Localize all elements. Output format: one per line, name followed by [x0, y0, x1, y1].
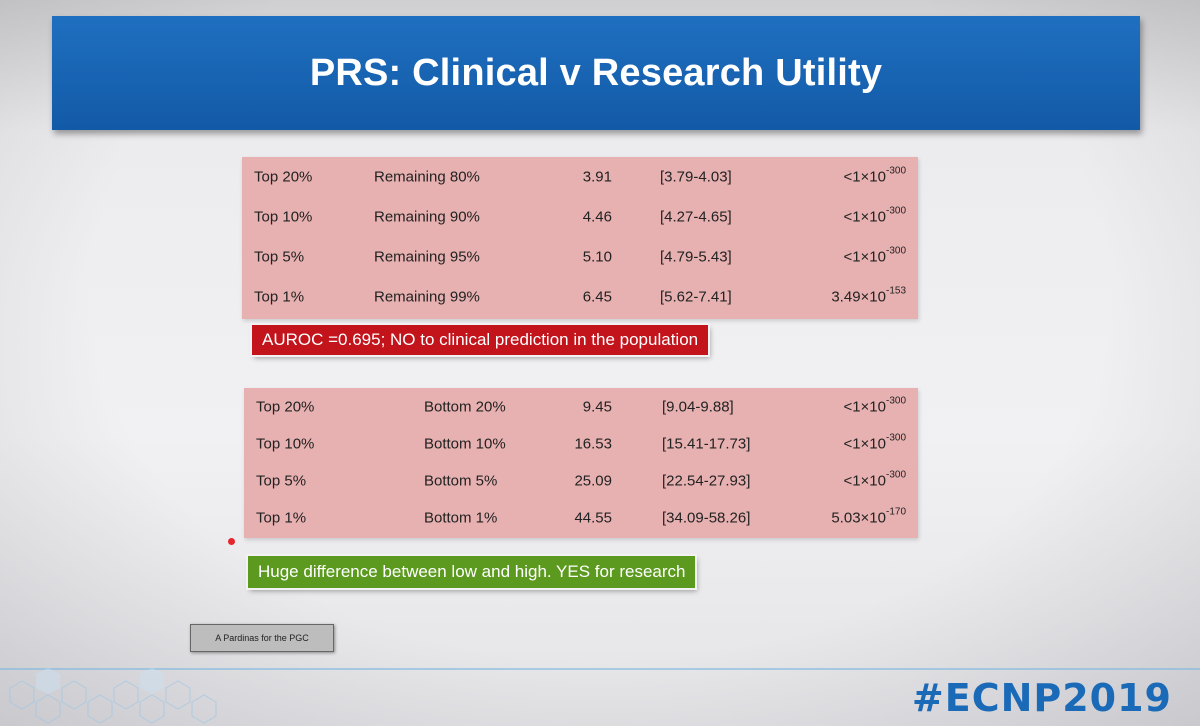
p-cell: <1×10-300	[843, 245, 906, 266]
slide-title: PRS: Clinical v Research Utility	[309, 51, 883, 94]
ci-cell: [4.27-4.65]	[660, 208, 732, 226]
table-row: Top 20% Bottom 20% 9.45 [9.04-9.88] <1×1…	[244, 388, 918, 425]
comparison-cell: Remaining 90%	[374, 208, 480, 226]
group-cell: Top 20%	[256, 398, 315, 415]
p-cell: <1×10-300	[843, 205, 906, 226]
comparison-cell: Remaining 95%	[374, 248, 480, 266]
group-cell: Top 10%	[256, 435, 315, 452]
or-cell: 44.55	[574, 509, 612, 526]
comparison-cell: Bottom 5%	[424, 472, 498, 489]
table-row: Top 20% Remaining 80% 3.91 [3.79-4.03] <…	[242, 157, 918, 197]
comparison-cell: Remaining 80%	[374, 168, 480, 186]
ci-cell: [5.62-7.41]	[660, 288, 732, 306]
results-table-remaining: Top 20% Remaining 80% 3.91 [3.79-4.03] <…	[242, 157, 918, 319]
comparison-cell: Bottom 1%	[424, 509, 498, 526]
table-row: Top 5% Bottom 5% 25.09 [22.54-27.93] <1×…	[244, 462, 918, 499]
comparison-cell: Bottom 20%	[424, 398, 506, 415]
p-cell: 5.03×10-170	[831, 506, 906, 526]
group-cell: Top 20%	[254, 168, 313, 186]
or-cell: 5.10	[582, 248, 612, 266]
or-cell: 3.91	[582, 168, 612, 186]
or-cell: 6.45	[582, 288, 612, 306]
ci-cell: [9.04-9.88]	[662, 398, 734, 415]
results-table-bottom: Top 20% Bottom 20% 9.45 [9.04-9.88] <1×1…	[244, 388, 918, 538]
group-cell: Top 5%	[254, 248, 305, 266]
clinical-conclusion-callout: AUROC =0.695; NO to clinical prediction …	[249, 323, 711, 357]
or-cell: 25.09	[574, 472, 612, 489]
table-row: Top 5% Remaining 95% 5.10 [4.79-5.43] <1…	[242, 237, 918, 277]
ci-cell: [15.41-17.73]	[662, 435, 751, 452]
footer-divider	[0, 668, 1200, 670]
group-cell: Top 5%	[256, 472, 307, 489]
hexagon-pattern-decoration	[9, 668, 217, 724]
comparison-cell: Bottom 10%	[424, 435, 506, 452]
p-cell: <1×10-300	[843, 432, 906, 452]
group-cell: Top 1%	[256, 509, 307, 526]
table-row: Top 10% Remaining 90% 4.46 [4.27-4.65] <…	[242, 197, 918, 237]
event-hashtag: #ECNP2019	[911, 676, 1172, 720]
ci-cell: [22.54-27.93]	[662, 472, 751, 489]
group-cell: Top 10%	[254, 208, 313, 226]
research-conclusion-callout: Huge difference between low and high. YE…	[245, 554, 698, 590]
ci-cell: [34.09-58.26]	[662, 509, 751, 526]
p-cell: 3.49×10-153	[831, 285, 906, 306]
or-cell: 4.46	[582, 208, 612, 226]
laser-pointer-dot	[228, 538, 235, 545]
table-row: Top 10% Bottom 10% 16.53 [15.41-17.73] <…	[244, 425, 918, 462]
p-cell: <1×10-300	[843, 395, 906, 415]
research-conclusion-text: Huge difference between low and high. YE…	[258, 562, 686, 581]
or-cell: 16.53	[574, 435, 612, 452]
comparison-cell: Remaining 99%	[374, 288, 480, 306]
table-row: Top 1% Bottom 1% 44.55 [34.09-58.26] 5.0…	[244, 499, 918, 536]
title-bar: PRS: Clinical v Research Utility	[52, 16, 1140, 130]
group-cell: Top 1%	[254, 288, 305, 306]
clinical-conclusion-text: AUROC =0.695; NO to clinical prediction …	[262, 330, 699, 349]
or-cell: 9.45	[582, 398, 612, 415]
table-row: Top 1% Remaining 99% 6.45 [5.62-7.41] 3.…	[242, 277, 918, 317]
p-cell: <1×10-300	[843, 165, 906, 186]
ci-cell: [4.79-5.43]	[660, 248, 732, 266]
ci-cell: [3.79-4.03]	[660, 168, 732, 186]
credit-box: A Pardinas for the PGC	[190, 624, 334, 652]
p-cell: <1×10-300	[843, 469, 906, 489]
credit-text: A Pardinas for the PGC	[215, 633, 309, 643]
